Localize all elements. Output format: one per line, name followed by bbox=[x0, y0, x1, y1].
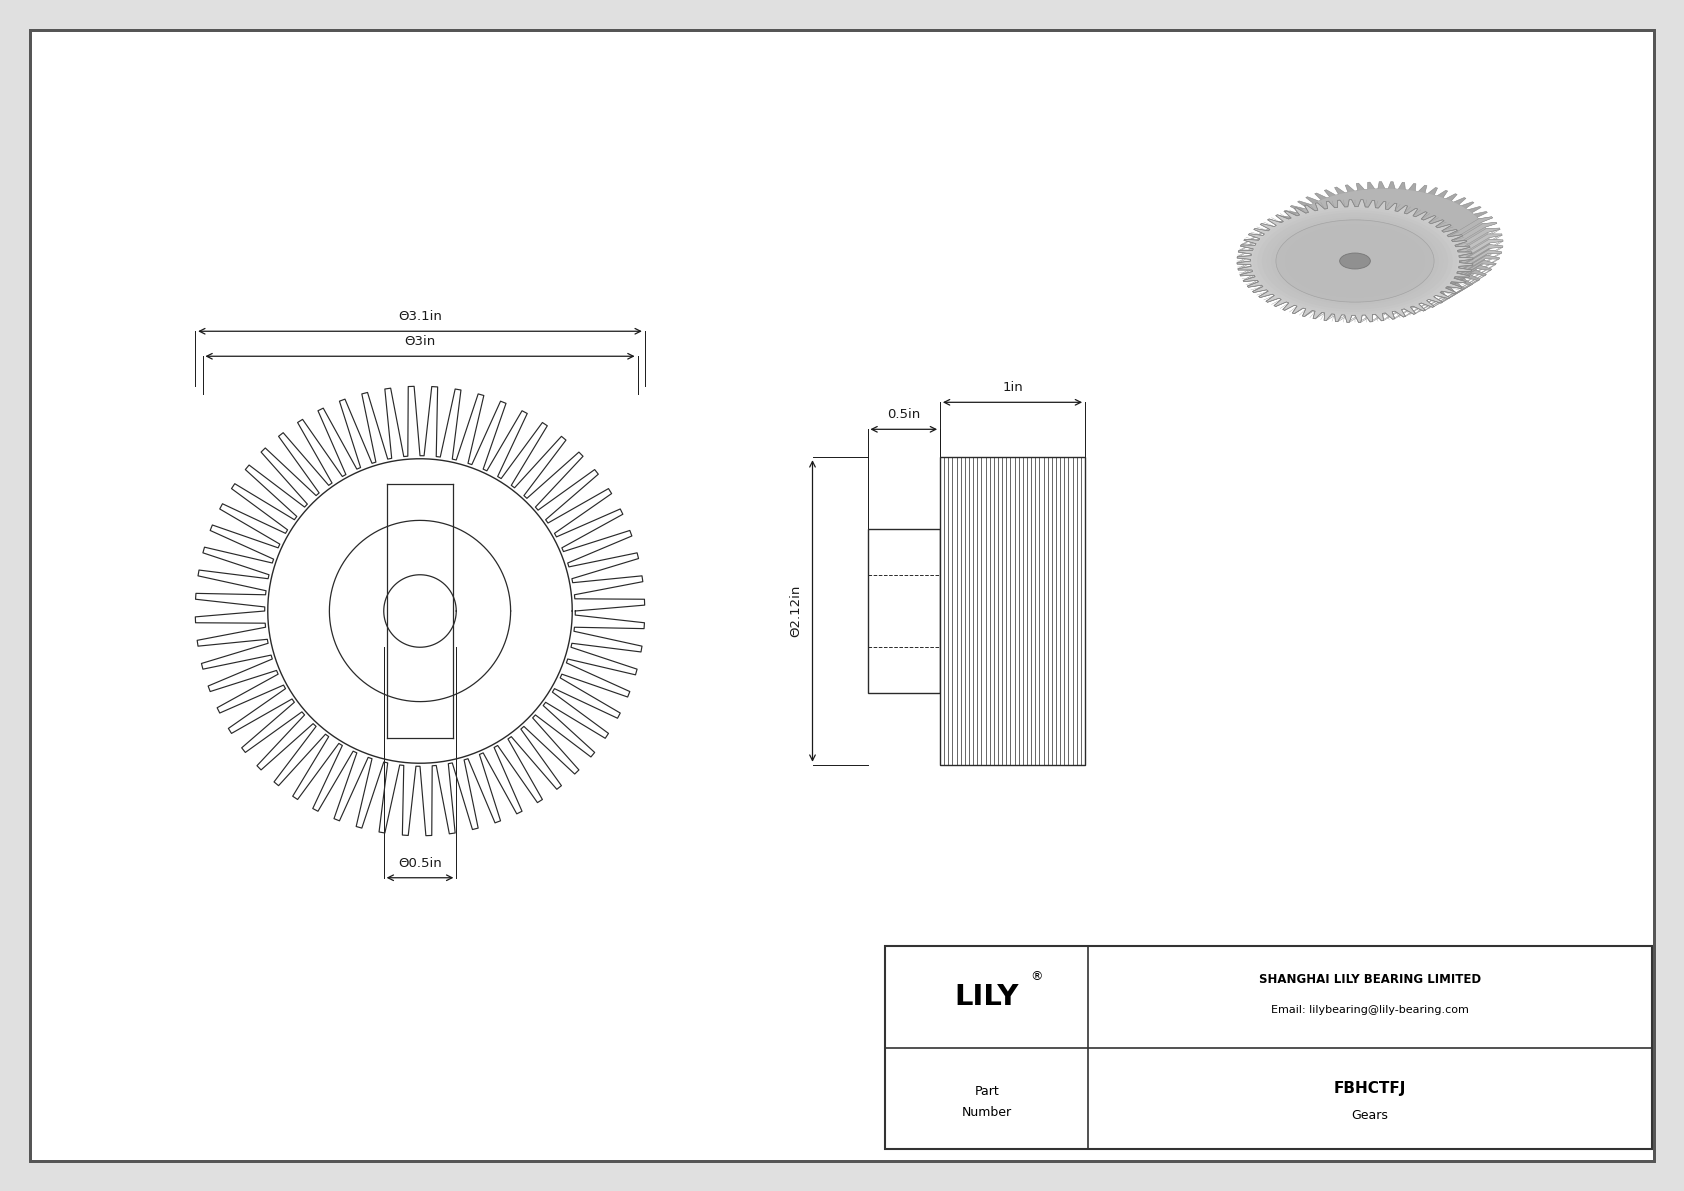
Text: Θ3.1in: Θ3.1in bbox=[397, 310, 441, 323]
Polygon shape bbox=[1238, 248, 1282, 270]
Ellipse shape bbox=[1261, 212, 1448, 310]
Bar bbox=[867, 530, 940, 692]
Polygon shape bbox=[1453, 223, 1497, 245]
Text: FBHCTFJ: FBHCTFJ bbox=[1334, 1080, 1406, 1096]
Polygon shape bbox=[1283, 285, 1324, 311]
Ellipse shape bbox=[1276, 220, 1435, 303]
Polygon shape bbox=[1238, 238, 1282, 260]
Polygon shape bbox=[1366, 297, 1403, 322]
Polygon shape bbox=[1356, 298, 1393, 323]
Polygon shape bbox=[1335, 297, 1372, 322]
Polygon shape bbox=[1239, 254, 1285, 276]
Polygon shape bbox=[1436, 274, 1480, 299]
Polygon shape bbox=[1266, 278, 1308, 303]
Polygon shape bbox=[1442, 270, 1487, 293]
Text: Gears: Gears bbox=[1352, 1109, 1389, 1122]
Ellipse shape bbox=[1280, 223, 1430, 300]
Polygon shape bbox=[1248, 263, 1292, 287]
Polygon shape bbox=[1455, 229, 1500, 250]
Text: SHANGHAI LILY BEARING LIMITED: SHANGHAI LILY BEARING LIMITED bbox=[1260, 973, 1482, 986]
Polygon shape bbox=[1376, 295, 1413, 320]
Polygon shape bbox=[1428, 279, 1472, 303]
Polygon shape bbox=[1314, 293, 1352, 319]
Polygon shape bbox=[1275, 281, 1317, 306]
Polygon shape bbox=[1266, 182, 1502, 305]
Ellipse shape bbox=[1258, 210, 1453, 312]
Polygon shape bbox=[1238, 232, 1283, 254]
Polygon shape bbox=[1238, 200, 1474, 323]
Polygon shape bbox=[1394, 292, 1435, 317]
Ellipse shape bbox=[1340, 252, 1371, 269]
Bar bbox=[886, 946, 1652, 1149]
Ellipse shape bbox=[1266, 216, 1443, 307]
Polygon shape bbox=[1458, 244, 1502, 267]
Bar bbox=[940, 457, 1084, 765]
Text: 0.5in: 0.5in bbox=[887, 409, 921, 422]
Text: Θ0.5in: Θ0.5in bbox=[397, 856, 441, 869]
Polygon shape bbox=[1448, 217, 1492, 241]
Text: Θ3in: Θ3in bbox=[404, 335, 436, 348]
Text: Θ2.12in: Θ2.12in bbox=[790, 585, 803, 637]
Ellipse shape bbox=[1285, 225, 1425, 298]
Polygon shape bbox=[1243, 258, 1287, 282]
Polygon shape bbox=[1421, 282, 1465, 307]
Polygon shape bbox=[1457, 250, 1502, 272]
Text: LILY: LILY bbox=[955, 983, 1019, 1011]
Polygon shape bbox=[1238, 243, 1282, 264]
Text: 1in: 1in bbox=[1002, 381, 1022, 394]
Polygon shape bbox=[1324, 295, 1362, 320]
Polygon shape bbox=[1260, 273, 1302, 298]
Text: Number: Number bbox=[962, 1105, 1012, 1118]
Ellipse shape bbox=[1253, 207, 1457, 314]
Polygon shape bbox=[1458, 239, 1502, 261]
Polygon shape bbox=[1386, 294, 1425, 319]
Ellipse shape bbox=[1276, 220, 1435, 303]
Polygon shape bbox=[1452, 261, 1495, 282]
Polygon shape bbox=[1447, 266, 1492, 288]
Polygon shape bbox=[1292, 288, 1334, 313]
Polygon shape bbox=[1302, 291, 1342, 317]
Polygon shape bbox=[1455, 255, 1499, 278]
Polygon shape bbox=[1244, 222, 1288, 244]
Polygon shape bbox=[1413, 286, 1455, 311]
Polygon shape bbox=[1458, 233, 1502, 256]
Text: Email: lilybearing@lily-bearing.com: Email: lilybearing@lily-bearing.com bbox=[1271, 1005, 1468, 1015]
Polygon shape bbox=[1251, 188, 1489, 316]
Ellipse shape bbox=[1271, 218, 1438, 305]
Polygon shape bbox=[1253, 269, 1297, 293]
Text: ®: ® bbox=[1031, 971, 1042, 984]
Text: Part: Part bbox=[975, 1085, 999, 1098]
Polygon shape bbox=[1346, 297, 1383, 323]
Polygon shape bbox=[1404, 289, 1445, 314]
Polygon shape bbox=[1241, 227, 1285, 249]
